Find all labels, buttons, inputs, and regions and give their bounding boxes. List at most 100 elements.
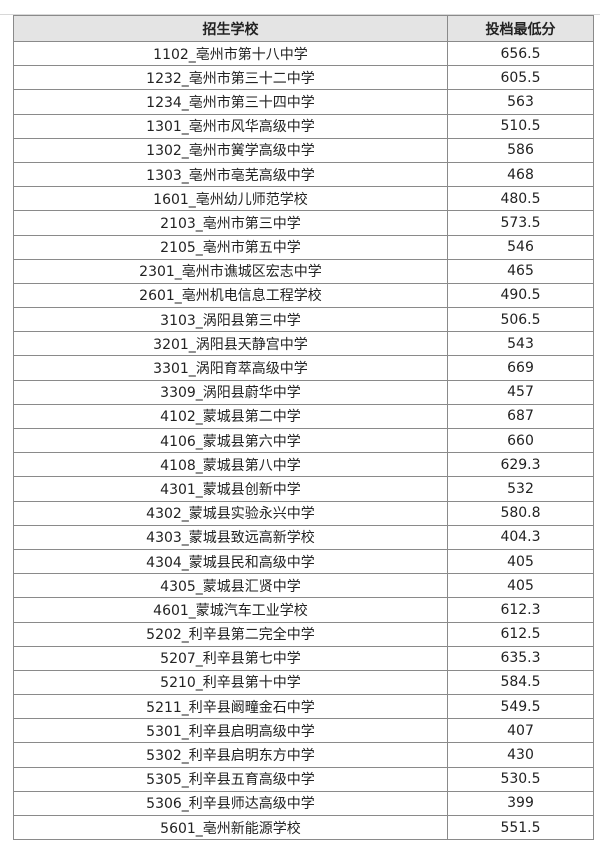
table-row: 4102_蒙城县第二中学 687	[13, 403, 594, 430]
table-row: 5207_利辛县第七中学 635.3	[13, 645, 594, 671]
top-divider	[0, 14, 600, 15]
min-score-cell: 465	[447, 258, 594, 284]
table-row: 1102_亳州市第十八中学 656.5	[13, 40, 594, 67]
school-cell: 2103_亳州市第三中学	[13, 210, 448, 236]
header-school: 招生学校	[13, 15, 448, 42]
school-cell: 5207_利辛县第七中学	[13, 645, 448, 671]
header-min-score: 投档最低分	[447, 15, 594, 42]
school-cell: 3103_涡阳县第三中学	[13, 307, 448, 333]
school-cell: 1301_亳州市风华高级中学	[13, 113, 448, 139]
min-score-cell: 635.3	[447, 645, 594, 671]
table-row: 4303_蒙城县致远高新学校 404.3	[13, 524, 594, 550]
school-cell: 5301_利辛县启明高级中学	[13, 718, 448, 744]
min-score-cell: 405	[447, 548, 594, 575]
table-row: 2103_亳州市第三中学 573.5	[13, 210, 594, 236]
school-cell: 2105_亳州市第五中学	[13, 234, 448, 260]
min-score-cell: 612.5	[447, 621, 594, 647]
table-row: 1234_亳州市第三十四中学 563	[13, 89, 594, 115]
table-row: 4305_蒙城县汇贤中学 405	[13, 573, 594, 599]
school-cell: 4108_蒙城县第八中学	[13, 452, 448, 478]
table-row: 5301_利辛县启明高级中学 407	[13, 718, 594, 744]
table-row: 1232_亳州市第三十二中学 605.5	[13, 65, 594, 91]
table-row: 3309_涡阳县蔚华中学 457	[13, 379, 594, 405]
school-cell: 4301_蒙城县创新中学	[13, 476, 448, 502]
min-score-cell: 563	[447, 89, 594, 115]
school-cell: 5302_利辛县启明东方中学	[13, 742, 448, 768]
school-cell: 5202_利辛县第二完全中学	[13, 621, 448, 647]
min-score-cell: 510.5	[447, 113, 594, 139]
school-cell: 4304_蒙城县民和高级中学	[13, 548, 448, 575]
table-row: 2601_亳州机电信息工程学校 490.5	[13, 282, 594, 309]
school-cell: 3301_涡阳育萃高级中学	[13, 355, 448, 381]
min-score-cell: 669	[447, 355, 594, 381]
school-cell: 3201_涡阳县天静宫中学	[13, 331, 448, 357]
table-row: 1303_亳州市亳芜高级中学 468	[13, 161, 594, 188]
table-row: 5202_利辛县第二完全中学 612.5	[13, 621, 594, 647]
min-score-cell: 399	[447, 790, 594, 817]
school-cell: 4302_蒙城县实验永兴中学	[13, 500, 448, 526]
table-row: 5210_利辛县第十中学 584.5	[13, 669, 594, 696]
min-score-cell: 605.5	[447, 65, 594, 91]
min-score-cell: 430	[447, 742, 594, 768]
school-cell: 5601_亳州新能源学校	[13, 814, 448, 841]
school-cell: 4305_蒙城县汇贤中学	[13, 573, 448, 599]
table-row: 4106_蒙城县第六中学 660	[13, 427, 594, 454]
table-row: 4304_蒙城县民和高级中学 405	[13, 548, 594, 575]
table-row: 4108_蒙城县第八中学 629.3	[13, 452, 594, 478]
school-cell: 4303_蒙城县致远高新学校	[13, 524, 448, 550]
school-cell: 1601_亳州幼儿师范学校	[13, 186, 448, 212]
school-cell: 1232_亳州市第三十二中学	[13, 65, 448, 91]
min-score-cell: 586	[447, 137, 594, 163]
min-score-cell: 405	[447, 573, 594, 599]
min-score-cell: 404.3	[447, 524, 594, 550]
school-cell: 3309_涡阳县蔚华中学	[13, 379, 448, 405]
school-cell: 1302_亳州市黉学高级中学	[13, 137, 448, 163]
table-row: 4301_蒙城县创新中学 532	[13, 476, 594, 502]
table-row: 5302_利辛县启明东方中学 430	[13, 742, 594, 768]
school-cell: 2601_亳州机电信息工程学校	[13, 282, 448, 309]
table-row: 3103_涡阳县第三中学 506.5	[13, 307, 594, 333]
table-row: 1601_亳州幼儿师范学校 480.5	[13, 186, 594, 212]
min-score-cell: 584.5	[447, 669, 594, 696]
min-score-cell: 573.5	[447, 210, 594, 236]
table-row: 1302_亳州市黉学高级中学 586	[13, 137, 594, 163]
table-row: 5305_利辛县五育高级中学 530.5	[13, 766, 594, 792]
min-score-cell: 468	[447, 161, 594, 188]
table-row: 3301_涡阳育萃高级中学 669	[13, 355, 594, 381]
table-row: 5211_利辛县阚疃金石中学 549.5	[13, 694, 594, 720]
table-row: 4601_蒙城汽车工业学校 612.3	[13, 597, 594, 623]
school-cell: 1303_亳州市亳芜高级中学	[13, 161, 448, 188]
min-score-cell: 660	[447, 427, 594, 454]
min-score-cell: 543	[447, 331, 594, 357]
school-cell: 2301_亳州市谯城区宏志中学	[13, 258, 448, 284]
min-score-cell: 490.5	[447, 282, 594, 309]
school-cell: 5305_利辛县五育高级中学	[13, 766, 448, 792]
school-cell: 5211_利辛县阚疃金石中学	[13, 694, 448, 720]
admission-score-table: 招生学校 投档最低分 1102_亳州市第十八中学 656.5 1232_亳州市第三十…	[13, 15, 594, 841]
min-score-cell: 506.5	[447, 307, 594, 333]
min-score-cell: 532	[447, 476, 594, 502]
school-cell: 1234_亳州市第三十四中学	[13, 89, 448, 115]
school-cell: 4601_蒙城汽车工业学校	[13, 597, 448, 623]
min-score-cell: 551.5	[447, 814, 594, 841]
school-cell: 1102_亳州市第十八中学	[13, 40, 448, 67]
school-cell: 4106_蒙城县第六中学	[13, 427, 448, 454]
table-row: 2301_亳州市谯城区宏志中学 465	[13, 258, 594, 284]
table-row: 5306_利辛县师达高级中学 399	[13, 790, 594, 817]
min-score-cell: 629.3	[447, 452, 594, 478]
header-row: 招生学校 投档最低分	[13, 15, 594, 42]
min-score-cell: 530.5	[447, 766, 594, 792]
table-row: 4302_蒙城县实验永兴中学 580.8	[13, 500, 594, 526]
school-cell: 5210_利辛县第十中学	[13, 669, 448, 696]
min-score-cell: 457	[447, 379, 594, 405]
table-row: 5601_亳州新能源学校 551.5	[13, 814, 594, 841]
min-score-cell: 580.8	[447, 500, 594, 526]
min-score-cell: 687	[447, 403, 594, 430]
table-row: 3201_涡阳县天静宫中学 543	[13, 331, 594, 357]
school-cell: 5306_利辛县师达高级中学	[13, 790, 448, 817]
min-score-cell: 656.5	[447, 40, 594, 67]
min-score-cell: 480.5	[447, 186, 594, 212]
min-score-cell: 612.3	[447, 597, 594, 623]
school-cell: 4102_蒙城县第二中学	[13, 403, 448, 430]
min-score-cell: 549.5	[447, 694, 594, 720]
